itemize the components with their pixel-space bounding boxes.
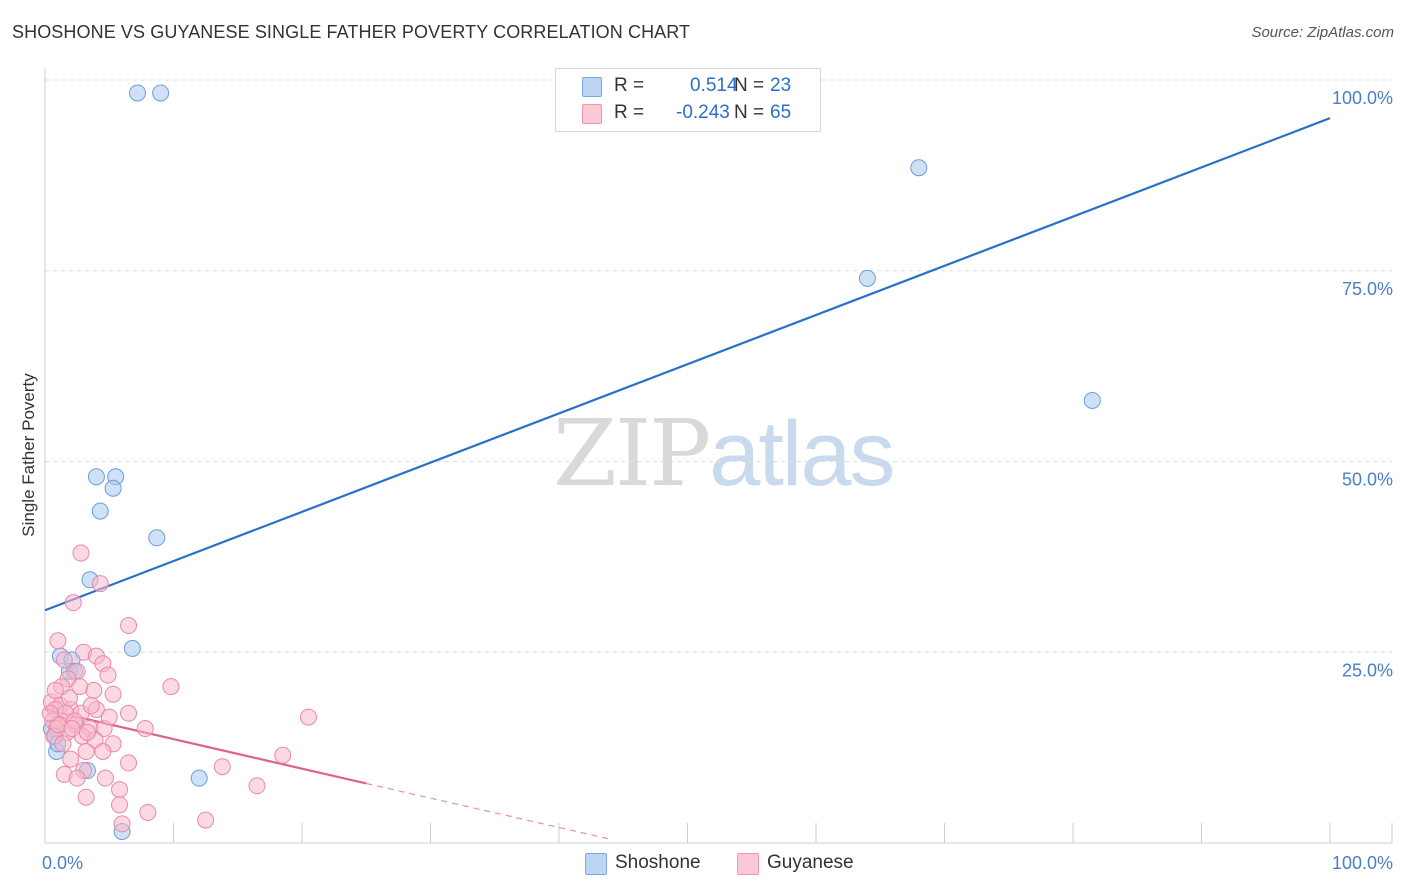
point-guyanese (113, 815, 131, 833)
point-shoshone (152, 84, 170, 102)
y-tick-label: 50.0% (1342, 470, 1393, 490)
point-shoshone (123, 639, 141, 657)
legend-r-label: R = (614, 102, 645, 123)
point-guyanese (63, 720, 81, 738)
tick-labels: 25.0% 50.0% 75.0% 100.0% 0.0% 100.0% (42, 88, 1393, 873)
point-guyanese (100, 708, 118, 726)
point-guyanese (104, 685, 122, 703)
point-guyanese (120, 754, 138, 772)
point-guyanese (94, 742, 112, 760)
point-guyanese (60, 689, 78, 707)
axes (44, 68, 1393, 844)
point-guyanese (248, 777, 266, 795)
point-guyanese (111, 781, 129, 799)
point-shoshone (1083, 391, 1101, 409)
point-shoshone (858, 269, 876, 287)
legend-swatch-guyanese (582, 104, 602, 124)
point-guyanese (55, 651, 73, 669)
point-guyanese (62, 750, 80, 768)
point-guyanese (77, 788, 95, 806)
legend-r-label: R = (614, 75, 645, 96)
point-guyanese (99, 666, 117, 684)
point-guyanese (120, 704, 138, 722)
point-guyanese (85, 681, 103, 699)
point-guyanese (299, 708, 317, 726)
trend-lines (44, 117, 1331, 840)
point-guyanese (78, 723, 96, 741)
point-guyanese (77, 742, 95, 760)
watermark: ZIPatlas (553, 400, 896, 507)
y-tick-label: 100.0% (1332, 88, 1393, 108)
point-shoshone (91, 502, 109, 520)
point-guyanese (41, 704, 59, 722)
legend-n-value: 65 (770, 102, 792, 123)
point-guyanese (96, 769, 114, 787)
point-guyanese (82, 697, 100, 715)
point-shoshone (87, 468, 105, 486)
y-tick-label: 75.0% (1342, 279, 1393, 299)
watermark-zip: ZIP (553, 400, 711, 507)
point-guyanese (71, 678, 89, 696)
point-guyanese (64, 594, 82, 612)
point-guyanese (111, 796, 129, 814)
trend-line-shoshone (44, 117, 1331, 612)
point-guyanese (136, 720, 154, 738)
point-guyanese (213, 758, 231, 776)
point-shoshone (129, 84, 147, 102)
legend-n-value: 23 (770, 75, 792, 96)
point-guyanese (139, 803, 157, 821)
point-guyanese (91, 575, 109, 593)
gridlines (45, 79, 1392, 653)
point-guyanese (197, 811, 215, 829)
bottom-legend-swatch-shoshone (585, 853, 607, 875)
legend-n-label: N = (734, 75, 765, 96)
point-guyanese (54, 735, 72, 753)
trend-line-guyanese (44, 708, 367, 785)
point-guyanese (68, 769, 86, 787)
source-credit: Source: ZipAtlas.com (1251, 24, 1394, 41)
point-shoshone (190, 769, 208, 787)
point-shoshone (104, 479, 122, 497)
point-guyanese (120, 617, 138, 635)
y-tick-label: 25.0% (1342, 660, 1393, 680)
trend-line-extension-guyanese (366, 782, 611, 840)
legend-r-value: 0.514 (690, 75, 738, 96)
point-shoshone (148, 529, 166, 547)
point-guyanese (162, 678, 180, 696)
x-tick-label: 0.0% (42, 853, 83, 873)
bottom-legend-label-shoshone: Shoshone (615, 852, 701, 873)
point-guyanese (46, 681, 64, 699)
watermark-atlas: atlas (709, 403, 895, 505)
point-guyanese (49, 632, 67, 650)
point-guyanese (274, 746, 292, 764)
chart-title: SHOSHONE VS GUYANESE SINGLE FATHER POVER… (12, 22, 691, 42)
point-guyanese (72, 544, 90, 562)
legend-swatch-shoshone (582, 77, 602, 97)
legend-r-value: -0.243 (676, 102, 730, 123)
x-tick-label: 100.0% (1332, 853, 1393, 873)
legend-n-label: N = (734, 102, 765, 123)
bottom-legend-label-guyanese: Guyanese (767, 852, 854, 873)
bottom-legend-swatch-guyanese (737, 853, 759, 875)
point-shoshone (910, 159, 928, 177)
correlation-legend: R = 0.514 N = 23 R = -0.243 N = 65 (555, 68, 821, 132)
data-points (41, 84, 1101, 841)
